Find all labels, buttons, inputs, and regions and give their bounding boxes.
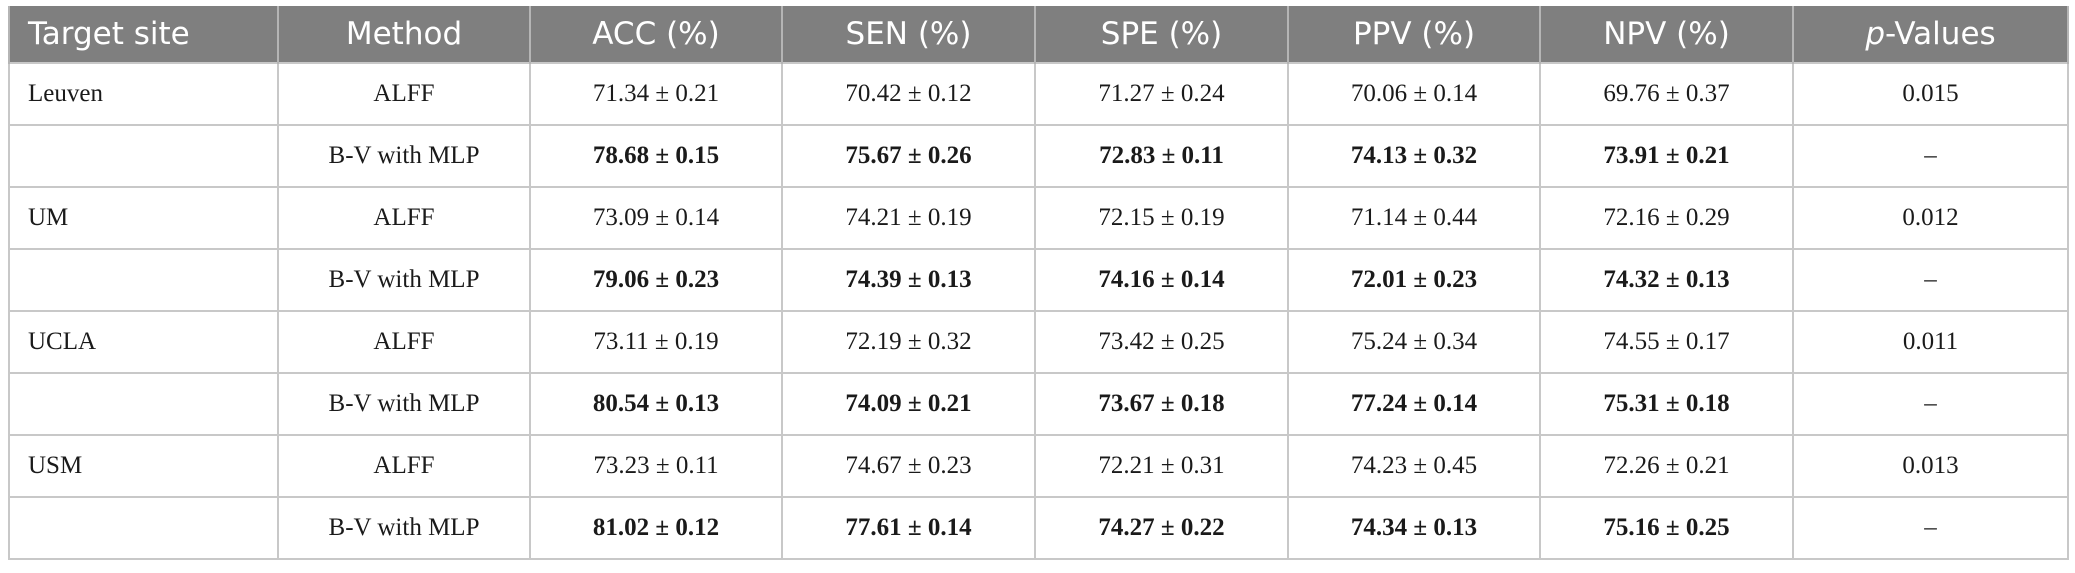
cell-method: B-V with MLP: [277, 372, 531, 436]
cell-ppv: 70.06 ± 0.14: [1287, 62, 1541, 126]
cell-ppv: 74.34 ± 0.13: [1287, 496, 1541, 560]
cell-target-site: UCLA: [8, 310, 279, 374]
cell-method: ALFF: [277, 434, 531, 498]
cell-npv: 69.76 ± 0.37: [1539, 62, 1794, 126]
cell-acc: 81.02 ± 0.12: [529, 496, 783, 560]
cell-npv: 74.32 ± 0.13: [1539, 248, 1794, 312]
cell-target-site: [8, 124, 279, 188]
table-row: Leuven ALFF 71.34 ± 0.21 70.42 ± 0.12 71…: [8, 62, 2069, 126]
cell-acc: 73.23 ± 0.11: [529, 434, 783, 498]
cell-npv: 75.31 ± 0.18: [1539, 372, 1794, 436]
cell-ppv: 74.13 ± 0.32: [1287, 124, 1541, 188]
header-row: Target site Method ACC (%) SEN (%) SPE (…: [8, 6, 2069, 63]
cell-spe: 72.21 ± 0.31: [1034, 434, 1289, 498]
cell-p-value: 0.013: [1792, 434, 2069, 498]
table-row: UCLA ALFF 73.11 ± 0.19 72.19 ± 0.32 73.4…: [8, 310, 2069, 374]
header-acc: ACC (%): [529, 6, 783, 63]
cell-target-site: USM: [8, 434, 279, 498]
cell-method: B-V with MLP: [277, 496, 531, 560]
cell-ppv: 75.24 ± 0.34: [1287, 310, 1541, 374]
header-values-suffix: -Values: [1885, 16, 1996, 52]
results-table-container: Target site Method ACC (%) SEN (%) SPE (…: [8, 6, 2069, 560]
cell-sen: 75.67 ± 0.26: [781, 124, 1036, 188]
cell-acc: 71.34 ± 0.21: [529, 62, 783, 126]
cell-spe: 73.42 ± 0.25: [1034, 310, 1289, 374]
header-method: Method: [277, 6, 531, 63]
cell-spe: 73.67 ± 0.18: [1034, 372, 1289, 436]
cell-sen: 77.61 ± 0.14: [781, 496, 1036, 560]
cell-target-site: [8, 372, 279, 436]
cell-p-value: 0.015: [1792, 62, 2069, 126]
table-row: USM ALFF 73.23 ± 0.11 74.67 ± 0.23 72.21…: [8, 434, 2069, 498]
cell-sen: 70.42 ± 0.12: [781, 62, 1036, 126]
cell-spe: 74.16 ± 0.14: [1034, 248, 1289, 312]
cell-sen: 74.09 ± 0.21: [781, 372, 1036, 436]
cell-p-value: 0.012: [1792, 186, 2069, 250]
table-row: B-V with MLP 78.68 ± 0.15 75.67 ± 0.26 7…: [8, 124, 2069, 188]
cell-spe: 72.83 ± 0.11: [1034, 124, 1289, 188]
cell-npv: 72.16 ± 0.29: [1539, 186, 1794, 250]
cell-acc: 73.11 ± 0.19: [529, 310, 783, 374]
cell-target-site: [8, 248, 279, 312]
table-row: B-V with MLP 81.02 ± 0.12 77.61 ± 0.14 7…: [8, 496, 2069, 560]
cell-acc: 79.06 ± 0.23: [529, 248, 783, 312]
table-row: B-V with MLP 79.06 ± 0.23 74.39 ± 0.13 7…: [8, 248, 2069, 312]
cell-acc: 73.09 ± 0.14: [529, 186, 783, 250]
header-npv: NPV (%): [1539, 6, 1794, 63]
cell-npv: 75.16 ± 0.25: [1539, 496, 1794, 560]
cell-target-site: Leuven: [8, 62, 279, 126]
header-sen: SEN (%): [781, 6, 1036, 63]
cell-acc: 78.68 ± 0.15: [529, 124, 783, 188]
header-target-site: Target site: [8, 6, 279, 63]
header-spe: SPE (%): [1034, 6, 1289, 63]
cell-method: ALFF: [277, 310, 531, 374]
cell-sen: 72.19 ± 0.32: [781, 310, 1036, 374]
cell-p-value: –: [1792, 372, 2069, 436]
cell-npv: 73.91 ± 0.21: [1539, 124, 1794, 188]
cell-npv: 74.55 ± 0.17: [1539, 310, 1794, 374]
table-row: B-V with MLP 80.54 ± 0.13 74.09 ± 0.21 7…: [8, 372, 2069, 436]
table-row: UM ALFF 73.09 ± 0.14 74.21 ± 0.19 72.15 …: [8, 186, 2069, 250]
cell-p-value: 0.011: [1792, 310, 2069, 374]
cell-spe: 72.15 ± 0.19: [1034, 186, 1289, 250]
cell-method: B-V with MLP: [277, 124, 531, 188]
cell-acc: 80.54 ± 0.13: [529, 372, 783, 436]
header-p-italic: p: [1865, 16, 1886, 52]
cell-target-site: [8, 496, 279, 560]
header-ppv: PPV (%): [1287, 6, 1541, 63]
cell-target-site: UM: [8, 186, 279, 250]
cell-ppv: 74.23 ± 0.45: [1287, 434, 1541, 498]
cell-method: ALFF: [277, 62, 531, 126]
header-p-values: p-Values: [1792, 6, 2069, 63]
cell-spe: 71.27 ± 0.24: [1034, 62, 1289, 126]
cell-method: ALFF: [277, 186, 531, 250]
cell-ppv: 72.01 ± 0.23: [1287, 248, 1541, 312]
cell-p-value: –: [1792, 496, 2069, 560]
cell-p-value: –: [1792, 248, 2069, 312]
cell-npv: 72.26 ± 0.21: [1539, 434, 1794, 498]
cell-sen: 74.67 ± 0.23: [781, 434, 1036, 498]
cell-spe: 74.27 ± 0.22: [1034, 496, 1289, 560]
results-table: Target site Method ACC (%) SEN (%) SPE (…: [8, 6, 2069, 560]
cell-sen: 74.21 ± 0.19: [781, 186, 1036, 250]
cell-ppv: 77.24 ± 0.14: [1287, 372, 1541, 436]
cell-method: B-V with MLP: [277, 248, 531, 312]
cell-sen: 74.39 ± 0.13: [781, 248, 1036, 312]
cell-ppv: 71.14 ± 0.44: [1287, 186, 1541, 250]
cell-p-value: –: [1792, 124, 2069, 188]
